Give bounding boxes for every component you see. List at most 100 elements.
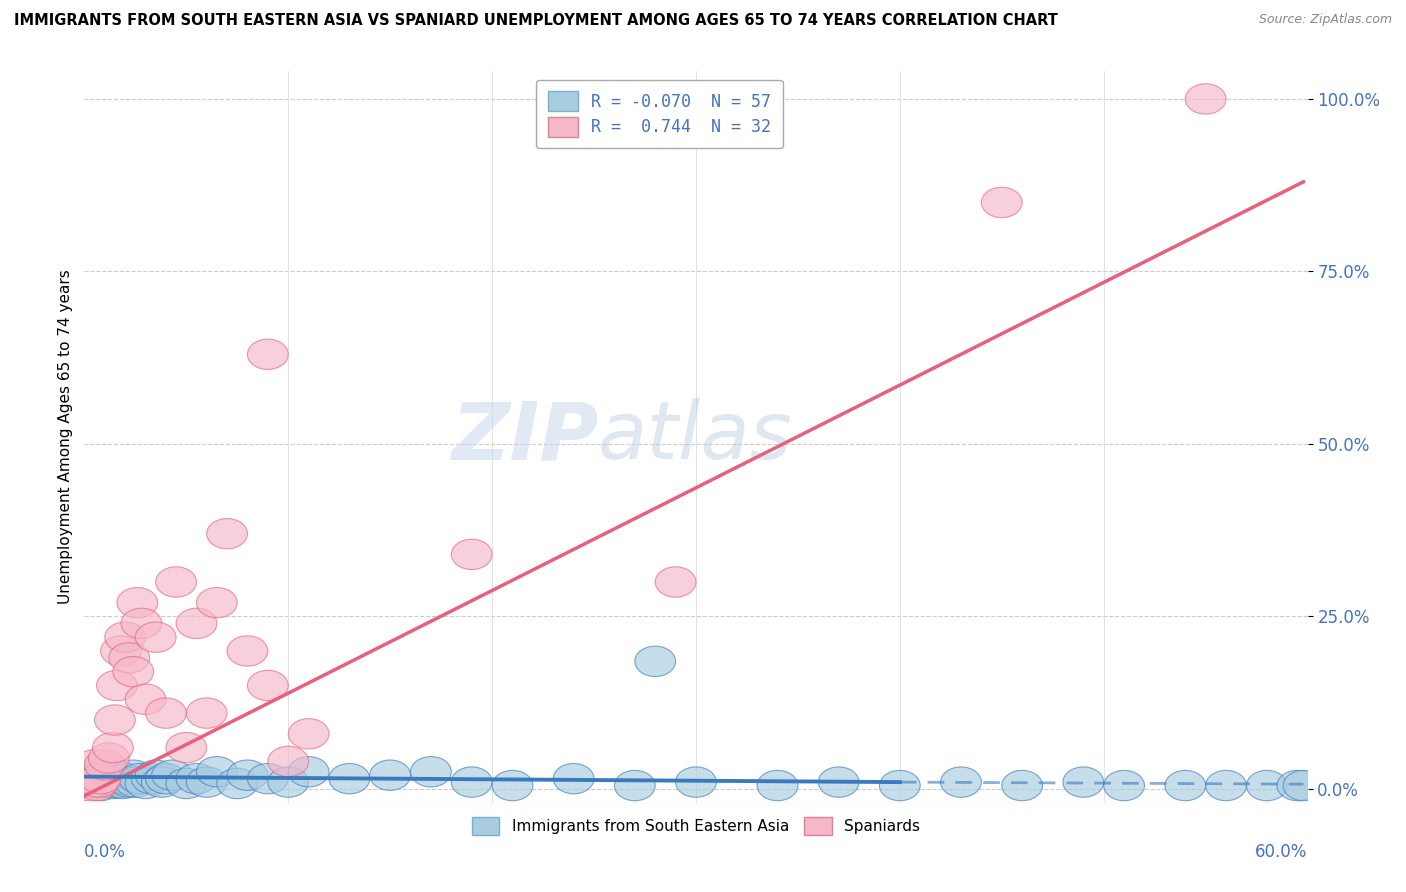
Ellipse shape [80, 771, 121, 801]
Legend: Immigrants from South Eastern Asia, Spaniards: Immigrants from South Eastern Asia, Span… [464, 810, 928, 843]
Ellipse shape [72, 764, 112, 794]
Ellipse shape [1063, 767, 1104, 797]
Ellipse shape [329, 764, 370, 794]
Ellipse shape [176, 764, 217, 794]
Ellipse shape [981, 187, 1022, 218]
Text: 60.0%: 60.0% [1256, 843, 1308, 861]
Ellipse shape [112, 657, 153, 687]
Ellipse shape [67, 767, 108, 797]
Ellipse shape [228, 636, 269, 666]
Y-axis label: Unemployment Among Ages 65 to 74 years: Unemployment Among Ages 65 to 74 years [58, 269, 73, 605]
Ellipse shape [636, 646, 676, 676]
Ellipse shape [93, 732, 134, 763]
Ellipse shape [247, 764, 288, 794]
Ellipse shape [269, 747, 309, 777]
Ellipse shape [112, 760, 153, 790]
Ellipse shape [176, 608, 217, 639]
Ellipse shape [89, 743, 129, 773]
Ellipse shape [197, 756, 238, 787]
Ellipse shape [186, 767, 228, 797]
Ellipse shape [146, 764, 186, 794]
Ellipse shape [105, 622, 146, 652]
Ellipse shape [97, 760, 138, 790]
Ellipse shape [79, 767, 120, 797]
Ellipse shape [152, 760, 193, 790]
Ellipse shape [75, 760, 115, 790]
Ellipse shape [1104, 771, 1144, 801]
Ellipse shape [142, 767, 183, 797]
Ellipse shape [84, 767, 125, 797]
Ellipse shape [370, 760, 411, 790]
Ellipse shape [80, 764, 121, 794]
Ellipse shape [207, 518, 247, 549]
Ellipse shape [76, 771, 117, 801]
Ellipse shape [197, 588, 238, 618]
Ellipse shape [83, 760, 124, 790]
Ellipse shape [554, 764, 595, 794]
Ellipse shape [125, 684, 166, 714]
Ellipse shape [614, 771, 655, 801]
Ellipse shape [105, 764, 146, 794]
Ellipse shape [941, 767, 981, 797]
Ellipse shape [125, 768, 166, 798]
Ellipse shape [217, 768, 257, 798]
Ellipse shape [131, 764, 172, 794]
Ellipse shape [451, 767, 492, 797]
Ellipse shape [1284, 771, 1324, 801]
Ellipse shape [86, 764, 127, 794]
Ellipse shape [76, 767, 117, 797]
Ellipse shape [101, 636, 142, 666]
Ellipse shape [166, 768, 207, 798]
Ellipse shape [146, 698, 186, 728]
Ellipse shape [655, 566, 696, 597]
Ellipse shape [84, 749, 125, 780]
Ellipse shape [1185, 84, 1226, 114]
Text: atlas: atlas [598, 398, 793, 476]
Ellipse shape [758, 771, 799, 801]
Ellipse shape [676, 767, 717, 797]
Ellipse shape [67, 771, 108, 801]
Ellipse shape [121, 608, 162, 639]
Ellipse shape [247, 670, 288, 701]
Ellipse shape [818, 767, 859, 797]
Ellipse shape [89, 760, 129, 790]
Ellipse shape [72, 767, 112, 797]
Ellipse shape [1206, 771, 1247, 801]
Ellipse shape [75, 749, 115, 780]
Ellipse shape [228, 760, 269, 790]
Ellipse shape [288, 756, 329, 787]
Ellipse shape [101, 764, 142, 794]
Text: 0.0%: 0.0% [84, 843, 127, 861]
Ellipse shape [94, 705, 135, 735]
Text: ZIP: ZIP [451, 398, 598, 476]
Ellipse shape [156, 566, 197, 597]
Ellipse shape [492, 771, 533, 801]
Ellipse shape [135, 760, 176, 790]
Ellipse shape [186, 698, 228, 728]
Ellipse shape [1247, 771, 1288, 801]
Ellipse shape [269, 767, 309, 797]
Ellipse shape [411, 756, 451, 787]
Ellipse shape [880, 771, 921, 801]
Ellipse shape [98, 767, 139, 797]
Ellipse shape [90, 767, 131, 797]
Ellipse shape [115, 767, 156, 797]
Ellipse shape [120, 764, 160, 794]
Ellipse shape [1002, 771, 1043, 801]
Ellipse shape [135, 622, 176, 652]
Ellipse shape [103, 768, 143, 798]
Ellipse shape [79, 764, 120, 794]
Text: Source: ZipAtlas.com: Source: ZipAtlas.com [1258, 13, 1392, 27]
Ellipse shape [166, 732, 207, 763]
Ellipse shape [247, 339, 288, 369]
Ellipse shape [108, 643, 149, 673]
Ellipse shape [97, 670, 138, 701]
Ellipse shape [117, 588, 157, 618]
Ellipse shape [288, 719, 329, 749]
Ellipse shape [1277, 771, 1317, 801]
Ellipse shape [94, 768, 135, 798]
Ellipse shape [108, 767, 149, 797]
Ellipse shape [1166, 771, 1206, 801]
Text: IMMIGRANTS FROM SOUTH EASTERN ASIA VS SPANIARD UNEMPLOYMENT AMONG AGES 65 TO 74 : IMMIGRANTS FROM SOUTH EASTERN ASIA VS SP… [14, 13, 1057, 29]
Ellipse shape [451, 539, 492, 570]
